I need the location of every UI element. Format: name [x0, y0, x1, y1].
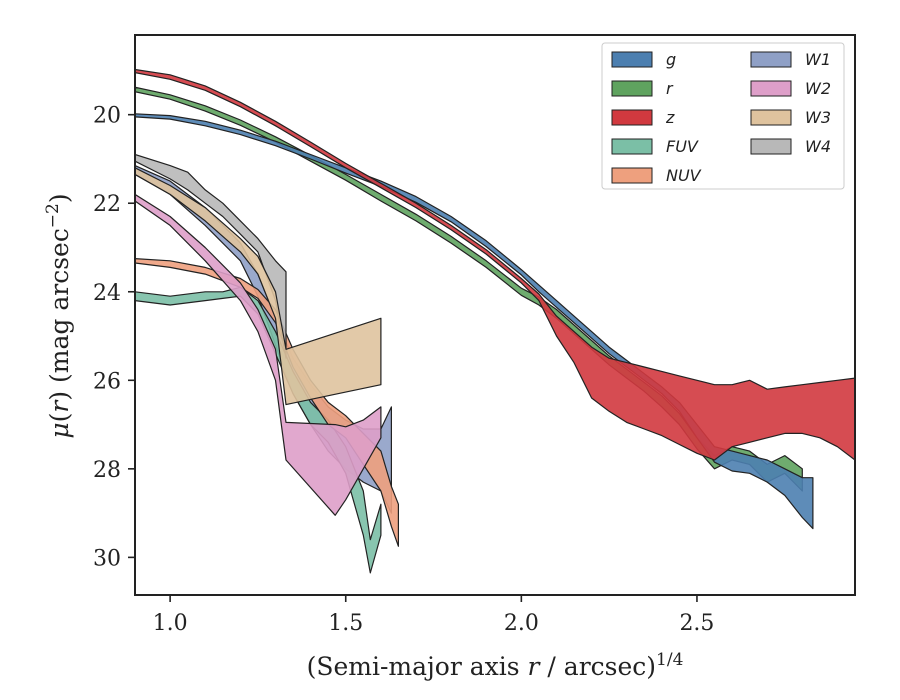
legend-swatch-w2 [750, 80, 792, 97]
x-tick-label: 1.5 [328, 611, 363, 636]
legend-swatch-r [611, 80, 653, 97]
legend-swatch-w4 [750, 138, 792, 155]
legend-label-w4: W4 [805, 137, 831, 156]
y-tick-label: 26 [93, 369, 121, 394]
y-tick-label: 22 [93, 192, 121, 217]
band-z [135, 68, 855, 461]
y-axis-label: μ(r) (mag arcsec−2) [43, 193, 74, 438]
x-tick-label: 1.0 [153, 611, 188, 636]
legend-label-r: r [666, 79, 674, 98]
band-g [135, 113, 814, 530]
legend-swatch-nuv [611, 167, 653, 184]
profile-bands [135, 68, 855, 574]
legend-swatch-fuv [611, 138, 653, 155]
x-axis-ticks: 1.0 1.5 2.0 2.5 [153, 595, 714, 636]
y-tick-label: 20 [93, 104, 121, 129]
legend: grz FUV NUV W1 W2 W3 W4 [601, 42, 845, 190]
band-w2 [135, 193, 382, 516]
legend-swatch-g [611, 51, 653, 68]
legend-label-nuv: NUV [666, 166, 702, 185]
x-axis-label: (Semi-major axis r / arcsec)1/4 [307, 650, 684, 681]
legend-label-z: z [665, 108, 675, 127]
y-tick-label: 28 [93, 458, 121, 483]
y-tick-label: 24 [93, 281, 121, 306]
legend-label-w3: W3 [805, 108, 831, 127]
legend-swatch-z [611, 109, 653, 126]
legend-swatch-w1 [750, 51, 792, 68]
x-tick-label: 2.5 [679, 611, 714, 636]
legend-label-w1: W1 [805, 50, 831, 69]
plot-frame [134, 34, 856, 596]
legend-label-w2: W2 [805, 79, 831, 98]
x-tick-label: 2.0 [504, 611, 539, 636]
legend-swatch-w3 [750, 109, 792, 126]
band-w3 [135, 167, 382, 406]
y-tick-label: 30 [93, 546, 121, 571]
y-axis-ticks: 20 22 24 26 28 30 [93, 104, 135, 571]
legend-label-g: g [666, 50, 676, 69]
legend-label-fuv: FUV [666, 137, 699, 156]
